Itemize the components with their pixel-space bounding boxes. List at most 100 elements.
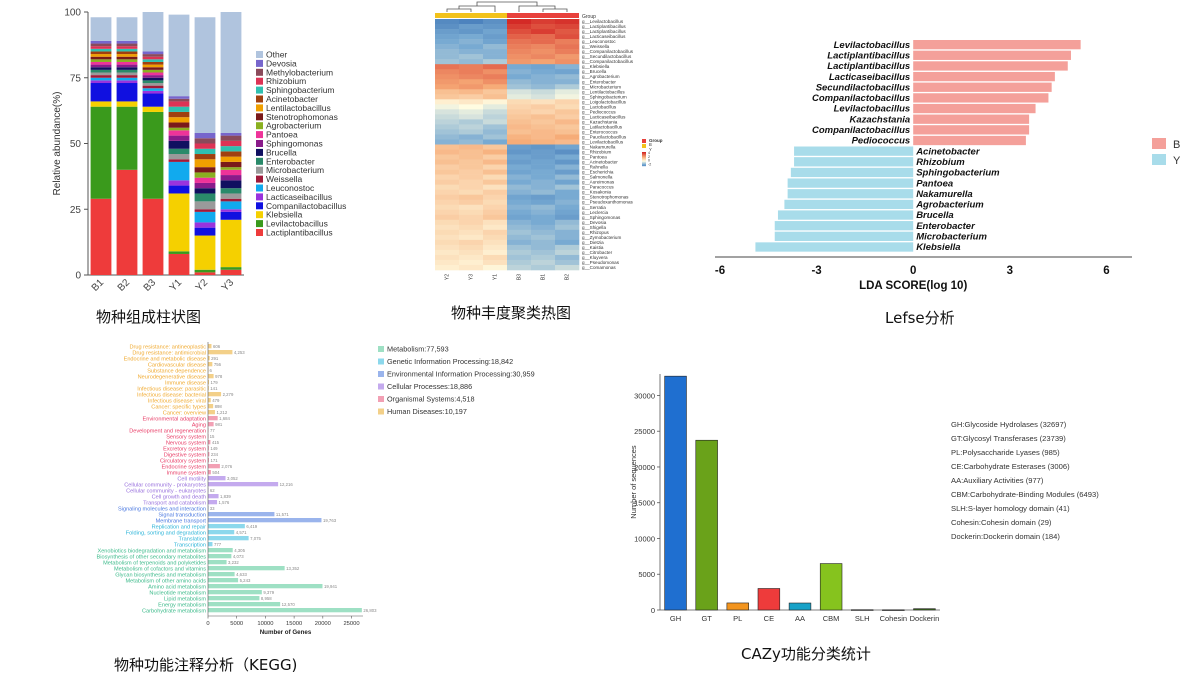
heatmap-cell <box>483 59 508 65</box>
heatmap-cell <box>507 174 532 180</box>
kegg-value-label: 4,253 <box>234 350 245 355</box>
row-label: g__Citrobacter <box>582 250 613 255</box>
heatmap-cell <box>483 49 508 55</box>
heatmap-cell <box>507 229 532 236</box>
legend-entry: Leuconostoc <box>266 183 315 193</box>
lda-bar-label: Pediococcus <box>852 136 911 147</box>
cazy-bar <box>882 609 905 611</box>
kegg-bar-label: Cancer: overview <box>163 410 207 416</box>
heatmap-cell <box>555 69 580 75</box>
stack-segment <box>194 222 216 228</box>
stack-segment <box>194 182 216 189</box>
kegg-bar <box>208 458 209 463</box>
stack-segment <box>194 188 216 194</box>
heatmap-cell <box>507 99 532 105</box>
heatmap-cell <box>531 249 556 256</box>
heatmap-cell <box>435 259 460 266</box>
heatmap-cell <box>483 129 508 135</box>
lda-bar-label: Companilactobacillus <box>812 93 910 104</box>
heatmap-cell <box>483 204 508 211</box>
heatmap-cell <box>435 99 460 105</box>
heatmap-cell <box>507 124 532 130</box>
scale-bar-step <box>642 159 646 161</box>
heatmap-cell <box>555 179 580 185</box>
group-bar-cell <box>459 13 483 18</box>
heatmap-cell <box>555 214 580 221</box>
cazy-chart: 0 5000 10000 15000 20000 25000 30000 Number of … <box>630 374 1099 623</box>
heatmap-cell <box>507 219 532 226</box>
heatmap-cell <box>435 174 460 180</box>
group-bar-cell <box>507 13 531 18</box>
row-label: g__Acinetobacter <box>582 160 618 165</box>
heatmap-cell <box>483 179 508 185</box>
legend-entry: GT:Glycosyl Transferases (23739) <box>951 434 1066 443</box>
scale-bar-step <box>642 153 646 155</box>
heatmap-cell <box>435 264 460 271</box>
row-label: g__Weissella <box>582 44 610 49</box>
heatmap-cell <box>435 109 460 115</box>
heatmap-cell <box>531 144 556 150</box>
heatmap-cell <box>507 114 532 120</box>
heatmap-cell <box>507 29 532 35</box>
legend-swatch <box>1152 138 1166 149</box>
stack-segment <box>168 180 190 186</box>
legend-entry: Stenotrophomonas <box>266 112 338 122</box>
heatmap-cell <box>507 24 532 30</box>
stack-segment <box>220 175 242 181</box>
kegg-value-label: 1,576 <box>219 500 230 505</box>
heatmap-cell <box>507 84 532 90</box>
heatmap-cell <box>435 214 460 221</box>
heatmap-cell <box>435 64 460 70</box>
legend-swatch <box>256 202 263 210</box>
x-tick-label: B2 <box>116 277 133 294</box>
row-label: g__Paracoccus <box>582 185 614 190</box>
kegg-bar-label: Nervous system <box>166 440 206 446</box>
stack-segment <box>220 140 242 147</box>
x-tick-label: B1 <box>90 277 107 294</box>
heatmap-cell <box>483 259 508 266</box>
row-label: g__Escherichia <box>582 170 614 175</box>
column-label: Y3 <box>469 274 475 280</box>
heatmap-cell <box>483 114 508 120</box>
stack-segment <box>90 54 112 57</box>
kegg-bar <box>208 596 260 601</box>
row-label: g__Rhizopus <box>582 230 610 235</box>
heatmap-cell <box>483 154 508 160</box>
stack-segment <box>90 83 112 102</box>
heatmap-cell <box>507 74 532 80</box>
heatmap-cell <box>507 49 532 55</box>
heatmap-cell <box>531 189 556 195</box>
lda-bar <box>913 125 1030 135</box>
kegg-bar <box>208 476 226 481</box>
heatmap-cell <box>459 234 484 241</box>
stack-segment <box>116 40 138 44</box>
heatmap-cell <box>435 94 460 100</box>
stack-segment <box>142 198 164 275</box>
heatmap-cell <box>435 219 460 226</box>
kegg-bar-label: Amino acid metabolism <box>148 584 206 590</box>
cazy-bar <box>664 375 687 611</box>
stack-segment <box>194 132 216 139</box>
heatmap-cell <box>483 54 508 60</box>
heatmap-cell <box>555 189 580 195</box>
legend-entry: Metabolism:77,593 <box>387 345 449 354</box>
heatmap-cell <box>555 24 580 30</box>
group-bar-cell <box>531 13 555 18</box>
stack-segment <box>220 219 242 268</box>
kegg-bar-label: Metabolism of cofactors and vitamins <box>114 566 206 572</box>
kegg-bar <box>208 578 239 583</box>
stack-segment <box>168 154 190 160</box>
heatmap-cell <box>531 114 556 120</box>
heatmap-cell <box>555 119 580 125</box>
kegg-value-label: 6,419 <box>246 524 257 529</box>
heatmap-cell <box>459 64 484 70</box>
stack-segment <box>168 101 190 107</box>
heatmap-cell <box>531 164 556 170</box>
kegg-value-label: 4,633 <box>236 572 247 577</box>
heatmap-cell <box>435 29 460 35</box>
lda-bar <box>913 61 1068 71</box>
heatmap-cell <box>483 164 508 170</box>
heatmap-cell <box>507 89 532 95</box>
stack-segment <box>220 146 242 152</box>
heatmap-cell <box>435 164 460 170</box>
